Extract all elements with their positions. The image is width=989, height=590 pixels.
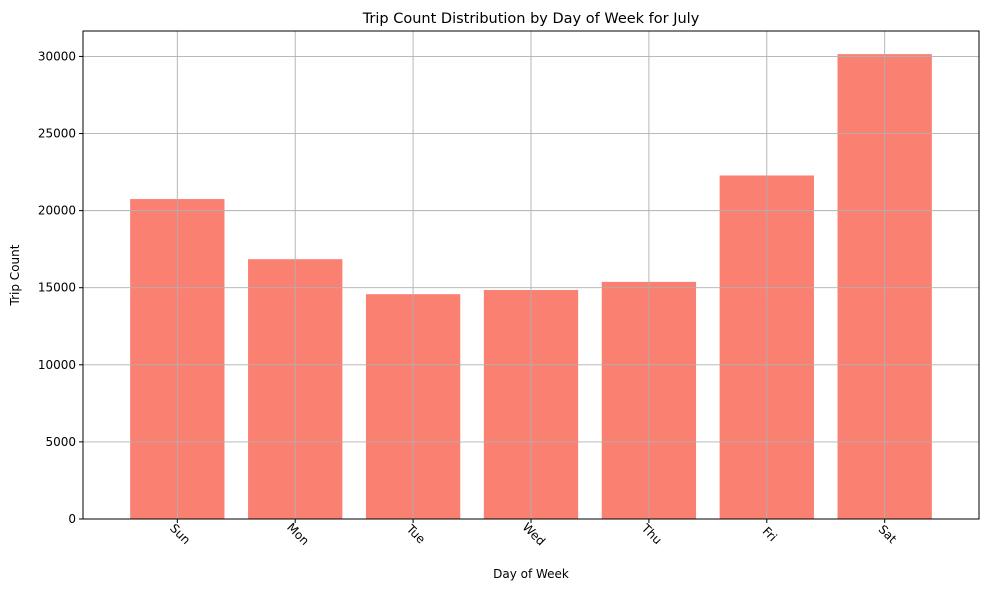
y-axis-ticks: 0 5000 10000 15000 20000 25000 30000 xyxy=(38,49,83,526)
x-tick-label-fri: Fri xyxy=(760,524,780,544)
x-tick-label-thu: Thu xyxy=(638,521,665,548)
y-tick-label: 15000 xyxy=(38,281,76,295)
x-axis-ticks: Sun Mon Tue Wed Thu Fri Sat xyxy=(167,519,900,548)
x-tick-label-tue: Tue xyxy=(403,521,428,546)
x-tick-label-sat: Sat xyxy=(876,522,900,546)
x-tick-label-wed: Wed xyxy=(520,520,548,548)
y-tick-label: 25000 xyxy=(38,127,76,141)
y-tick-label: 5000 xyxy=(45,435,76,449)
chart-title: Trip Count Distribution by Day of Week f… xyxy=(362,11,700,27)
y-tick-label: 30000 xyxy=(38,49,76,63)
x-axis-label: Day of Week xyxy=(493,567,569,581)
y-axis-label: Trip Count xyxy=(8,244,22,306)
y-tick-label: 0 xyxy=(68,512,76,526)
x-tick-label-mon: Mon xyxy=(284,520,312,548)
y-tick-label: 20000 xyxy=(38,204,76,218)
y-tick-label: 10000 xyxy=(38,358,76,372)
x-tick-label-sun: Sun xyxy=(167,521,193,547)
